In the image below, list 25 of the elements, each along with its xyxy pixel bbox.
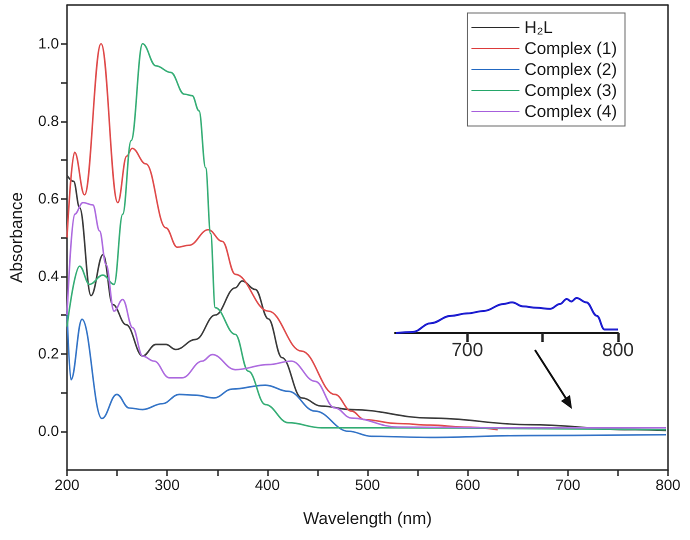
legend-label: H₂L bbox=[524, 18, 553, 37]
y-tick-label: 0.4 bbox=[38, 268, 59, 285]
x-tick-label: 400 bbox=[254, 477, 280, 494]
y-tick-label: 0.6 bbox=[38, 190, 59, 208]
y-tick-label: 0.0 bbox=[38, 422, 59, 440]
line-series bbox=[66, 42, 499, 430]
x-tick-label: 700 bbox=[555, 477, 580, 494]
y-tick-label: 0.8 bbox=[38, 112, 59, 130]
x-tick-label: 200 bbox=[54, 477, 80, 494]
x-tick-label: 500 bbox=[354, 477, 380, 494]
line-series bbox=[66, 310, 667, 438]
legend-label: Complex (3) bbox=[524, 81, 618, 100]
y-tick-label: 0.2 bbox=[38, 345, 59, 362]
legend-label: Complex (1) bbox=[524, 39, 618, 58]
x-tick-label: 700 bbox=[451, 340, 484, 361]
x-axis-title: Wavelength (nm) bbox=[303, 509, 432, 528]
x-tick-label: 800 bbox=[655, 477, 681, 494]
line-series bbox=[66, 42, 667, 430]
legend-label: Complex (4) bbox=[524, 102, 618, 121]
x-tick-label: 300 bbox=[154, 477, 180, 494]
y-tick-label: 1.0 bbox=[38, 35, 59, 52]
y-axis-title: Absorbance bbox=[7, 192, 26, 283]
legend-label: Complex (2) bbox=[524, 60, 618, 79]
x-tick-label: 600 bbox=[455, 477, 480, 494]
x-tick-label: 800 bbox=[602, 340, 634, 361]
